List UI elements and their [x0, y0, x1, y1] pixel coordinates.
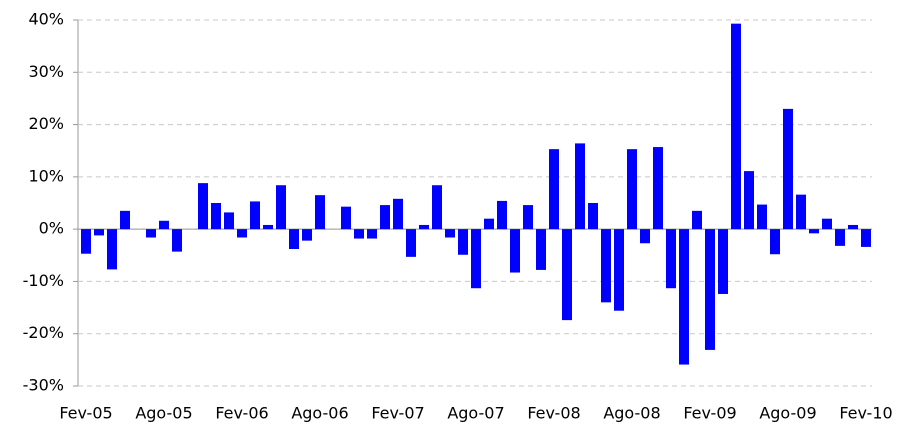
bar [107, 229, 117, 270]
bar [770, 229, 780, 255]
bar [315, 195, 325, 230]
bar [419, 224, 429, 230]
y-tick-label: 30% [28, 62, 64, 81]
y-tick-label: -30% [23, 376, 64, 395]
x-tick-label: Fev-06 [215, 404, 268, 423]
bar [250, 201, 260, 230]
bar [601, 229, 611, 303]
x-tick-label: Ago-09 [759, 404, 816, 423]
bar [809, 229, 819, 234]
bar [757, 204, 767, 230]
bar [627, 149, 637, 230]
y-tick-label: 40% [28, 10, 64, 29]
bar [497, 200, 507, 230]
bar [536, 229, 546, 270]
bar [523, 205, 533, 230]
y-tick-label: -20% [23, 323, 64, 342]
bar [588, 203, 598, 230]
bar [822, 218, 832, 230]
bar [159, 220, 169, 230]
bar [445, 229, 455, 238]
bar [614, 229, 624, 311]
bar [120, 210, 130, 230]
x-tick-label: Ago-07 [447, 404, 504, 423]
bar [705, 229, 715, 350]
bar [549, 149, 559, 230]
bar [367, 229, 377, 239]
bar [796, 194, 806, 230]
x-tick-label: Fev-09 [683, 404, 736, 423]
bar [731, 23, 741, 230]
x-tick-label: Fev-07 [371, 404, 424, 423]
bar [666, 229, 676, 289]
x-tick-label: Fev-08 [527, 404, 580, 423]
bar [432, 185, 442, 230]
bar [263, 224, 273, 230]
bar [341, 206, 351, 230]
y-tick-label: 10% [28, 166, 64, 185]
bar [744, 171, 754, 230]
bar [848, 224, 858, 230]
bar [172, 229, 182, 252]
y-tick-label: 0% [39, 219, 64, 238]
bar [146, 229, 156, 238]
bar [302, 229, 312, 241]
bar [783, 108, 793, 230]
bar [224, 212, 234, 230]
bar [237, 229, 247, 238]
x-tick-label: Fev-05 [59, 404, 112, 423]
bar [692, 210, 702, 230]
bar [861, 229, 871, 247]
x-tick-label: Fev-10 [839, 404, 892, 423]
bar [835, 229, 845, 246]
bar [393, 198, 403, 230]
bar [458, 229, 468, 255]
bar [510, 229, 520, 273]
bar [354, 229, 364, 239]
bar [679, 229, 689, 365]
bar [276, 185, 286, 230]
bar [562, 229, 572, 321]
bar [653, 147, 663, 230]
bar [484, 218, 494, 230]
bar [289, 229, 299, 250]
x-tick-label: Ago-06 [291, 404, 348, 423]
y-tick-label: 20% [28, 114, 64, 133]
bar [81, 229, 91, 254]
x-tick-label: Ago-05 [135, 404, 192, 423]
bar [640, 229, 650, 244]
bar [380, 205, 390, 230]
bar [575, 143, 585, 230]
bar [406, 229, 416, 257]
bar [94, 229, 104, 236]
bar [471, 229, 481, 289]
bar [198, 183, 208, 230]
bar [211, 203, 221, 230]
y-tick-label: -10% [23, 271, 64, 290]
bar [718, 229, 728, 294]
x-tick-label: Ago-08 [603, 404, 660, 423]
